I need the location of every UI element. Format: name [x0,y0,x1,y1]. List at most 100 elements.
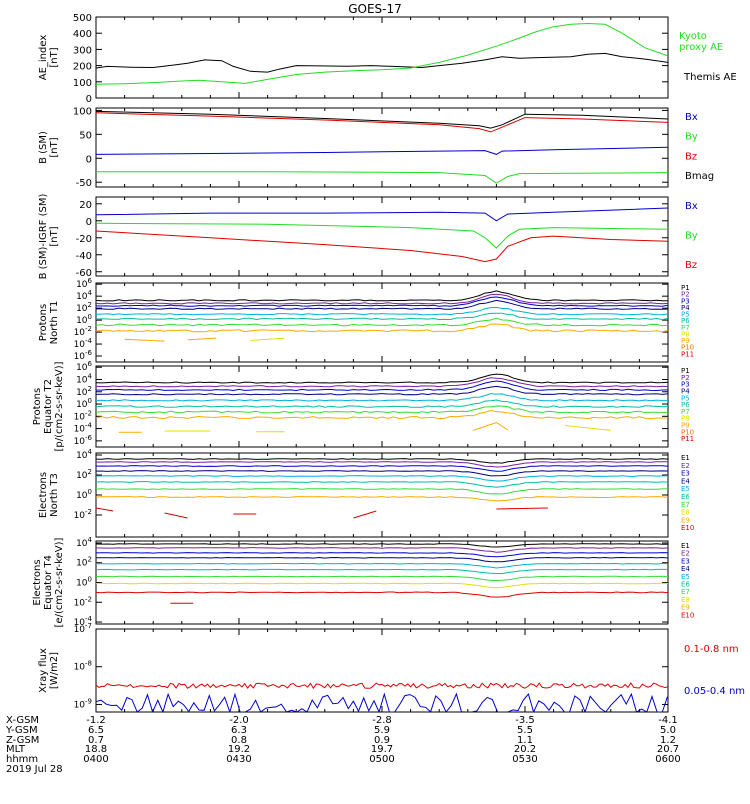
panel-xray: 10-910-810-7Xray flux [W/m2]0.1-0.8 nm0.0… [38,622,745,712]
y-axis-label: Electrons [32,559,43,605]
panel-b_igrf: -60-40-20020B (SM)-IGRF (SM) [nT]BxByBz [38,194,698,280]
flux-line-blue [96,553,668,557]
legend-E7: E7 [681,501,690,509]
y-axis-label: Protons [32,388,43,425]
y-tick-label: -20 [76,234,92,245]
data-layer [96,374,668,432]
flux-line-teal [96,482,668,488]
legend-themis: Themis AE [683,72,737,83]
y-tick-label: 104 [76,536,92,549]
date-label: 2019 Jul 28 [6,764,63,775]
panel-b_sm: -50050100B (SM) [nT]BxByBzBmag [38,106,714,189]
goes-17-figure: GOES-17 0 100 200 300 400 500 AE_index [nT] Kyoto… [0,0,750,800]
legend-By: By [685,132,698,143]
y-axis-label: [nT] [49,137,60,157]
flux-line-orange [96,497,668,501]
legend-E2: E2 [681,462,690,470]
series-bz [96,231,668,262]
y-tick-label: 106 [76,360,92,373]
flux-line-navy [96,558,668,562]
y-axis-label: Xray flux [38,648,49,693]
y-tick-label: 10-8 [74,660,92,673]
legend-E4: E4 [681,477,690,485]
y-axis-label: [nT] [49,47,60,67]
flux-line-navy [96,471,668,476]
y-axis-label: [e/(cm2-s-sr-keV)] [54,537,65,627]
flux-line-black [96,374,668,383]
flux-line-black [96,291,668,301]
flux-line-cyan [96,476,668,481]
legend-Bmag: Bmag [685,171,714,182]
legend-E10: E10 [681,611,694,619]
legend-E6: E6 [681,493,690,501]
y-tick-label: 10-6 [74,434,93,447]
ephemeris-value: 0400 [83,754,108,765]
y-tick-label: 20 [79,200,92,211]
y-axis-label: Equator T4 [43,555,54,610]
flux-line-red [96,592,668,597]
y-tick-label: 0 [86,94,92,105]
flux-line-lgreen [96,489,668,494]
y-axis-label: North T1 [49,301,60,345]
y-axis-label: B (SM) [38,131,49,164]
ephemeris-block: X-GSM -1.2 -2.0 -2.8 -3.5 -4.1Y-GSM 6.5 6.3 5.9 5… [5,715,681,775]
y-axis-label: Protons [38,304,49,341]
legend-xray-long: 0.1-0.8 nm [684,644,739,655]
flux-fragment [165,513,188,518]
flux-fragment [496,508,548,509]
legend-Bx: Bx [685,112,698,123]
legend-P11: P11 [681,435,694,443]
legend-By: By [685,231,698,242]
y-tick-label: 10-4 [74,422,93,435]
legend-E5: E5 [681,485,690,493]
legend-E1: E1 [681,454,690,462]
y-tick-label: 10-9 [74,697,92,710]
y-tick-label: 10-2 [74,595,92,608]
legend-kyoto: Kyoto [679,31,707,42]
legend-Bz: Bz [685,151,697,162]
y-axis-label: Equator T2 [43,379,54,434]
panel-frame [96,629,668,712]
ephemeris-value: 0530 [512,754,537,765]
legend-Bz: Bz [685,260,697,271]
y-tick-label: -40 [76,251,92,262]
flux-line-blue [96,466,668,472]
flux-line-navy [96,300,668,309]
panel-p_t2: 10-610-410-2100102104106Protons Equator T… [32,360,694,451]
panel-e_t3: 10-2100102104Electrons North T3E1E2E3E4E5… [38,448,694,537]
y-tick-label: 100 [76,488,92,501]
legend-kyoto-2: proxy AE [679,42,723,53]
flux-fragment [250,338,284,340]
flux-line-cyan [96,394,668,401]
y-axis-label: B (SM)-IGRF (SM) [38,194,49,280]
data-layer [96,208,668,262]
flux-line-cyan [96,563,668,568]
legend-P11: P11 [681,350,694,358]
y-tick-label: 100 [76,576,92,589]
legend-E8: E8 [681,509,690,517]
y-axis-label: AE_index [38,35,49,81]
series-0.1-0.8 nm [96,683,668,688]
flux-fragment [353,511,376,518]
flux-line-blue [96,297,668,306]
y-tick-label: 10-2 [74,508,92,521]
y-tick-label: -50 [76,178,92,189]
y-tick-label: 200 [73,62,92,73]
y-tick-label: 104 [76,373,92,386]
y-tick-label: 50 [79,130,92,141]
y-axis-label: [p/(cm2-s-sr-keV)] [54,361,65,451]
panel-frame [96,17,668,98]
flux-line-purple [96,548,668,553]
series-bx [96,147,668,154]
y-axis-label: [nT] [49,226,60,246]
flux-line-purple [96,294,668,304]
y-tick-label: 102 [76,556,92,569]
ephemeris-value: 0430 [226,754,251,765]
legend-Bx: Bx [685,201,698,212]
figure-title: GOES-17 [348,2,402,16]
y-tick-label: 400 [73,29,92,40]
data-layer [96,291,668,341]
ephemeris-value: 0600 [655,754,680,765]
y-tick-label: 104 [76,448,92,461]
panel-e_t4: 10-4 10-2 100 102 104 Electrons Equator T4 [e/(… [32,536,694,628]
